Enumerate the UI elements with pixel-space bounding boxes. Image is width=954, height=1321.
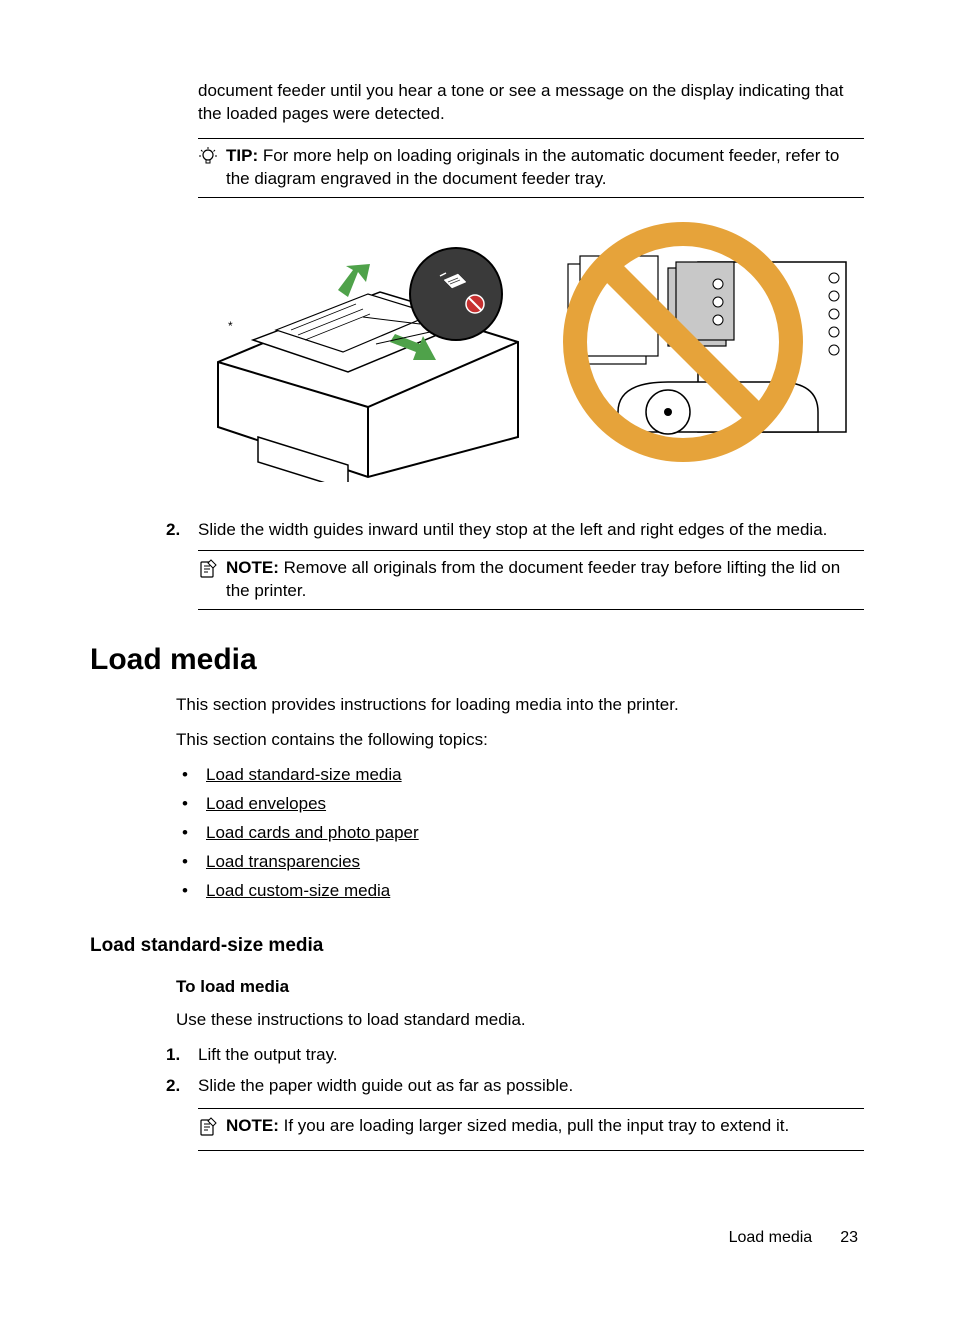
continuation-text: document feeder until you hear a tone or… xyxy=(198,80,864,126)
tip-text: For more help on loading originals in th… xyxy=(226,146,839,188)
step-text: Lift the output tray. xyxy=(198,1044,338,1067)
step-number: 2. xyxy=(166,1075,198,1098)
instruction-intro: Use these instructions to load standard … xyxy=(176,1009,864,1032)
step-number: 1. xyxy=(166,1044,198,1067)
note-label: NOTE: xyxy=(226,558,279,577)
heading-load-standard: Load standard-size media xyxy=(90,933,864,959)
tip-callout: TIP: For more help on loading originals … xyxy=(198,138,864,198)
topic-list: •Load standard-size media •Load envelope… xyxy=(176,764,864,903)
heading-to-load-media: To load media xyxy=(176,976,864,999)
intro-para-2: This section contains the following topi… xyxy=(176,729,864,752)
footer-section: Load media xyxy=(729,1227,813,1249)
intro-para-1: This section provides instructions for l… xyxy=(176,694,864,717)
step-text: Slide the width guides inward until they… xyxy=(198,519,827,542)
note-icon xyxy=(198,557,226,586)
note-icon xyxy=(198,1115,226,1144)
heading-load-media: Load media xyxy=(90,640,864,681)
printer-diagram: * xyxy=(198,212,864,489)
footer-page-number: 23 xyxy=(840,1227,858,1249)
page-footer: Load media 23 xyxy=(729,1227,858,1249)
topic-link[interactable]: Load cards and photo paper xyxy=(206,822,419,845)
note-label: NOTE: xyxy=(226,1116,279,1135)
note-callout-2: NOTE: If you are loading larger sized me… xyxy=(198,1108,864,1151)
note-text: Remove all originals from the document f… xyxy=(226,558,840,600)
lightbulb-icon xyxy=(198,145,226,174)
step-number: 2. xyxy=(166,519,198,542)
svg-text:*: * xyxy=(228,319,233,333)
topic-link[interactable]: Load envelopes xyxy=(206,793,326,816)
step-text: Slide the paper width guide out as far a… xyxy=(198,1075,573,1098)
topic-link[interactable]: Load transparencies xyxy=(206,851,360,874)
tip-label: TIP: xyxy=(226,146,258,165)
note-text: If you are loading larger sized media, p… xyxy=(284,1116,790,1135)
note-callout: NOTE: Remove all originals from the docu… xyxy=(198,550,864,610)
topic-link[interactable]: Load custom-size media xyxy=(206,880,390,903)
topic-link[interactable]: Load standard-size media xyxy=(206,764,402,787)
